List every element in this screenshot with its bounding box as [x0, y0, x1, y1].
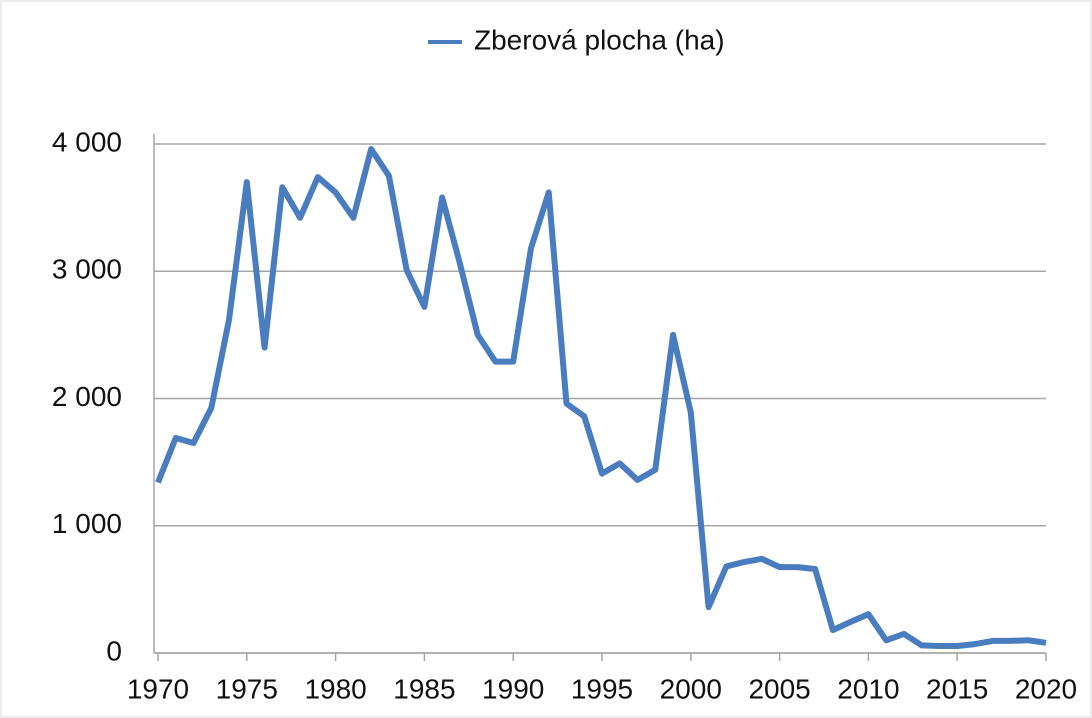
y-tick-label: 3 000 — [52, 254, 122, 285]
x-tick-label: 1985 — [393, 673, 455, 704]
legend-label: Zberová plocha (ha) — [474, 24, 725, 55]
y-tick-label: 1 000 — [52, 508, 122, 539]
x-tick-label: 1980 — [304, 673, 366, 704]
y-tick-label: 0 — [106, 635, 122, 666]
x-tick-label: 1990 — [482, 673, 544, 704]
y-tick-label: 2 000 — [52, 381, 122, 412]
x-tick-label: 2000 — [660, 673, 722, 704]
x-tick-label: 2020 — [1015, 673, 1077, 704]
x-tick-label: 2015 — [926, 673, 988, 704]
x-tick-label: 2010 — [837, 673, 899, 704]
data-line — [155, 146, 1047, 650]
x-tick-label: 2005 — [748, 673, 810, 704]
x-tick-label: 1995 — [571, 673, 633, 704]
x-tick-label: 1975 — [216, 673, 278, 704]
y-tick-label: 4 000 — [52, 126, 122, 157]
x-tick-label: 1970 — [127, 673, 189, 704]
